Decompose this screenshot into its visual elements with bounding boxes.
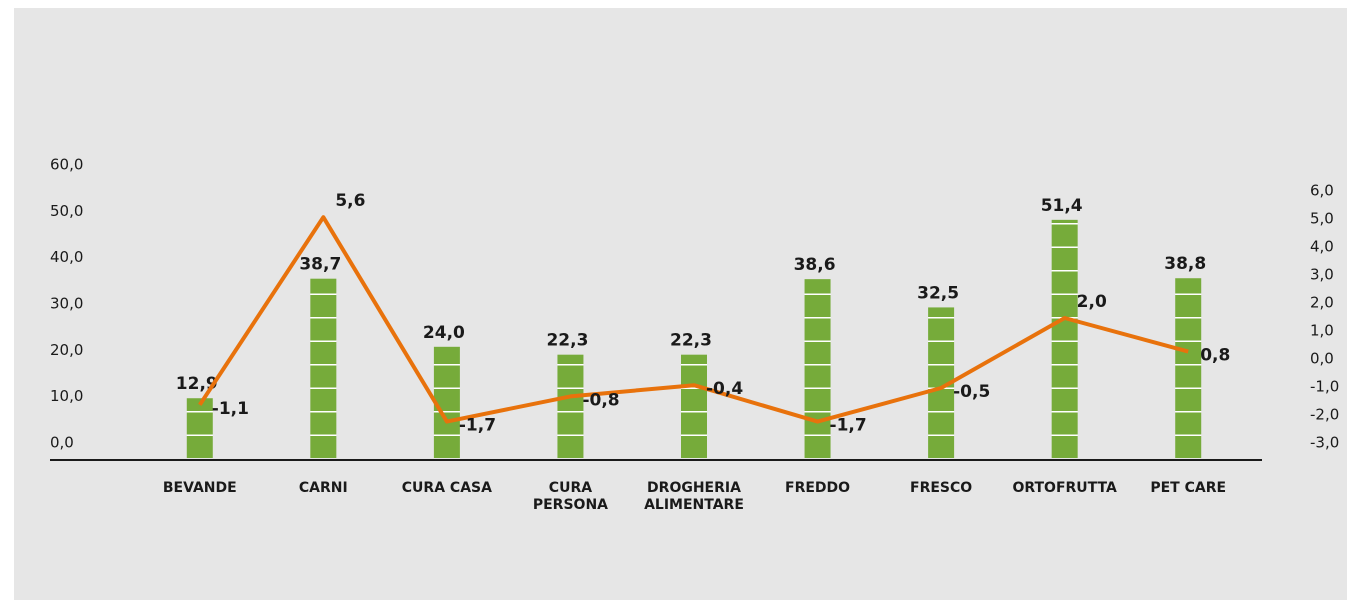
line-value-label: -1,7	[830, 416, 867, 436]
y-tick-label: 40,0	[50, 248, 83, 266]
x-tick-label: CARNI	[298, 480, 348, 496]
x-tick-label: CURA PERSONA	[532, 480, 608, 513]
y2-tick-label: -3,0	[1310, 434, 1339, 452]
y2-tick-label: 3,0	[1310, 266, 1334, 284]
x-tick-label: FRESCO	[910, 480, 973, 496]
y-tick-label: 20,0	[50, 341, 83, 359]
x-tick-label: PET CARE	[1150, 480, 1227, 496]
line-value-label: 2,0	[1077, 292, 1107, 312]
x-tick-label: ORTOFRUTTA	[1012, 480, 1117, 496]
x-tick-label: DROGHERIA ALIMENTARE	[644, 480, 744, 513]
x-tick-label: BEVANDE	[162, 480, 237, 496]
y2-tick-label: 0,0	[1310, 350, 1334, 368]
y-tick-label: 50,0	[50, 202, 83, 220]
bar	[433, 346, 460, 458]
line-value-label: -1,1	[212, 399, 249, 419]
bar-value-label: 12,9	[176, 374, 218, 394]
y2-tick-label: 1,0	[1310, 322, 1334, 340]
bar-value-label: 22,3	[670, 331, 712, 351]
line-value-label: -0,8	[582, 390, 619, 410]
y-tick-label: 60,0	[50, 156, 83, 174]
line-value-label: -0,5	[953, 382, 990, 402]
line	[198, 215, 1189, 424]
line-value-label: -1,7	[459, 416, 496, 436]
line-value-label: -0,4	[706, 379, 743, 399]
bar	[1175, 278, 1202, 458]
y2-tick-label: 4,0	[1310, 238, 1334, 256]
bar-value-label: 24,0	[423, 323, 465, 343]
line-value-label: 0,8	[1200, 346, 1230, 366]
bar	[681, 354, 707, 458]
bar-value-label: 22,3	[546, 331, 588, 351]
bar-value-label: 38,7	[299, 255, 341, 275]
y2-tick-label: -2,0	[1310, 406, 1339, 424]
y-tick-label: 10,0	[50, 387, 83, 405]
bar-value-label: 51,4	[1041, 196, 1083, 216]
y2-tick-label: 2,0	[1310, 294, 1334, 312]
panel	[14, 8, 1347, 600]
y2-tick-label: 5,0	[1310, 210, 1334, 228]
bar	[557, 354, 584, 458]
y-tick-label: 0,0	[50, 434, 74, 452]
bar	[310, 278, 337, 458]
y2-tick-label: 6,0	[1310, 182, 1334, 200]
x-tick-label: FREDDO	[785, 480, 851, 496]
bar	[1051, 219, 1078, 458]
line-value-label: 5,6	[335, 191, 365, 211]
bar-value-label: 38,8	[1164, 254, 1206, 274]
bar-value-label: 32,5	[917, 283, 959, 303]
x-tick-label: CURA CASA	[401, 480, 492, 496]
bar	[186, 398, 213, 458]
y2-tick-label: -1,0	[1310, 378, 1339, 396]
bar-value-label: 38,6	[794, 255, 836, 275]
bar	[804, 279, 831, 458]
y-tick-label: 30,0	[50, 295, 83, 313]
